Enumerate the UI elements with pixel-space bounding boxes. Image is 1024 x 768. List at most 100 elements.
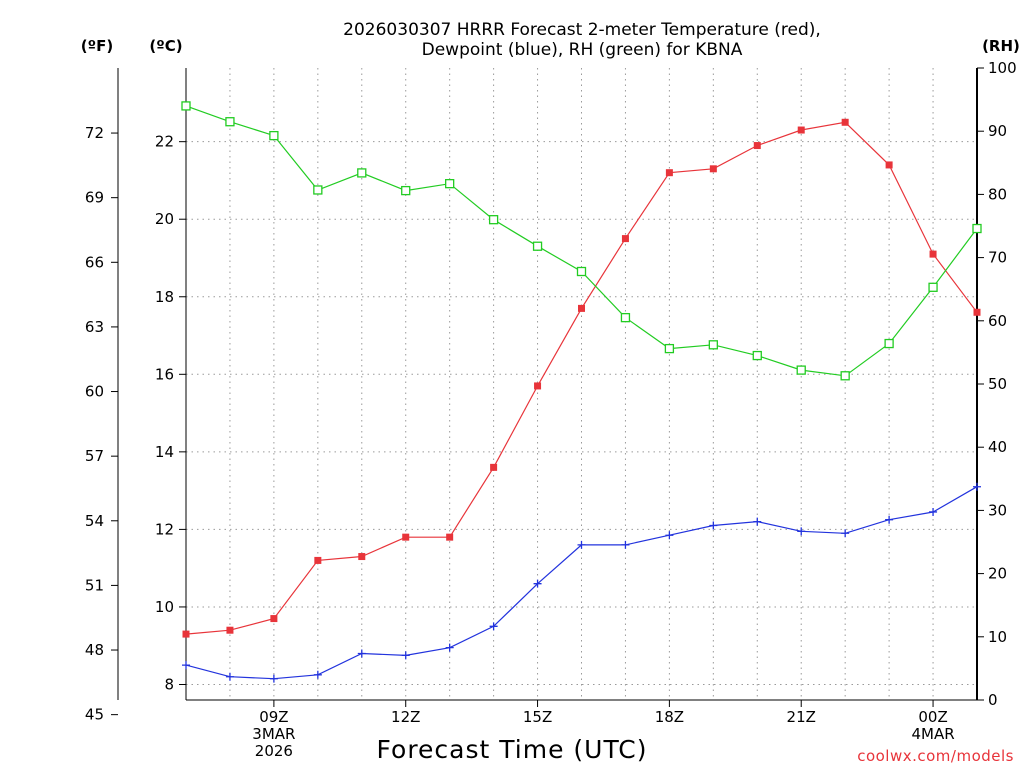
rh-point [576, 266, 587, 277]
celsius-tick-label: 16 [155, 365, 174, 383]
fahrenheit-tick-label: 60 [85, 383, 104, 401]
celsius-tick-label: 22 [155, 133, 174, 151]
x-tick-label: 2026 [255, 742, 293, 760]
rh-point [708, 340, 718, 350]
2-meter-temperature-point [490, 463, 498, 471]
fahrenheit-tick-label: 45 [85, 706, 104, 724]
dewpoint-point [797, 527, 806, 536]
dewpoint-point [182, 661, 190, 670]
rh-tick-label: 30 [988, 501, 1007, 519]
rh-point [972, 223, 982, 234]
2-meter-temperature-point [973, 308, 981, 316]
2-meter-temperature-point [402, 533, 410, 541]
2-meter-temperature-point [446, 533, 454, 541]
dewpoint-point [885, 515, 894, 524]
fahrenheit-tick-label: 72 [85, 124, 104, 142]
2-meter-temperature-point [270, 615, 278, 623]
fahrenheit-axis-label: (ºF) [81, 37, 113, 55]
rh-tick-label: 90 [988, 122, 1007, 140]
dewpoint-point [489, 622, 498, 631]
rh-point [620, 312, 631, 323]
dewpoint-line [185, 486, 978, 680]
2-meter-temperature-point [929, 250, 937, 258]
axes: 45 48 51 54 57 60 63 66 69 72 8 10 12 14 16 18 20 22 0 10 20… [85, 59, 1017, 760]
rh-point [752, 350, 762, 361]
dewpoint-point [709, 521, 718, 530]
rh-point [488, 215, 499, 225]
2-meter-temperature-point [314, 556, 322, 564]
dewpoint-point [621, 540, 630, 549]
x-tick-label: 21Z [787, 708, 816, 726]
credit-text: coolwx.com/models [857, 747, 1014, 765]
dewpoint-point [225, 672, 234, 681]
rh-tick-label: 40 [988, 438, 1007, 456]
x-tick-label: 12Z [391, 708, 420, 726]
chart-title: 2026030307 HRRR Forecast 2-meter Tempera… [343, 20, 821, 60]
dewpoint-point [841, 529, 850, 538]
x-axis-title: Forecast Time (UTC) [377, 735, 648, 764]
x-tick-label: 00Z [918, 708, 947, 726]
rh-point [664, 343, 675, 354]
fahrenheit-tick-label: 69 [85, 189, 104, 207]
rh-point [313, 185, 323, 195]
fahrenheit-tick-label: 51 [85, 576, 104, 594]
x-tick-label: 4MAR [911, 725, 954, 743]
celsius-tick-label: 18 [155, 288, 174, 306]
rh-tick-label: 70 [988, 249, 1007, 267]
rh-point [445, 179, 455, 189]
dewpoint-point [401, 651, 410, 660]
dewpoint-point [973, 482, 981, 491]
celsius-tick-label: 8 [164, 675, 174, 693]
2-meter-temperature-point [885, 161, 893, 169]
2-meter-temperature-line [185, 121, 978, 635]
dewpoint-point [445, 643, 454, 652]
x-tick-label: 09Z [259, 708, 288, 726]
rh-point [884, 338, 894, 349]
x-tick-label: 18Z [655, 708, 684, 726]
x-tick-label: 3MAR [252, 725, 295, 743]
rh-point [796, 365, 806, 375]
chart-title-line-2: Dewpoint (blue), RH (green) for KBNA [422, 40, 743, 60]
2-meter-temperature-point [182, 630, 190, 638]
rh-point [269, 130, 279, 141]
dewpoint-point [269, 674, 278, 683]
celsius-tick-label: 10 [155, 598, 174, 616]
rh-tick-label: 100 [988, 59, 1017, 77]
rh-tick-label: 60 [988, 312, 1007, 330]
rh-point [532, 241, 543, 251]
fahrenheit-tick-label: 48 [85, 641, 104, 659]
2-meter-temperature-point [797, 126, 805, 134]
rh-point [401, 185, 411, 196]
rh-point [357, 168, 367, 178]
fahrenheit-tick-label: 66 [85, 253, 104, 271]
2-meter-temperature-point [665, 169, 673, 177]
rh-point [181, 101, 191, 111]
2-meter-temperature-point [358, 553, 366, 561]
dewpoint-point [313, 670, 322, 679]
fahrenheit-tick-label: 63 [85, 318, 104, 336]
celsius-tick-label: 20 [155, 210, 174, 228]
2-meter-temperature-point [578, 304, 585, 312]
data-series [181, 101, 982, 683]
rh-tick-label: 20 [988, 565, 1007, 583]
rh-axis-label: (RH) [982, 37, 1020, 55]
2-meter-temperature-point [709, 165, 717, 173]
2-meter-temperature-point [841, 118, 849, 126]
dewpoint-point [577, 540, 586, 549]
dewpoint-point [357, 649, 366, 658]
x-tick-label: 15Z [523, 708, 552, 726]
fahrenheit-tick-label: 54 [85, 512, 104, 530]
fahrenheit-tick-label: 57 [85, 447, 104, 465]
2-meter-temperature-point [753, 142, 761, 150]
dewpoint-point [533, 579, 542, 588]
gridlines [186, 68, 977, 700]
celsius-tick-label: 14 [155, 443, 174, 461]
celsius-tick-label: 12 [155, 520, 174, 538]
rh-tick-label: 50 [988, 375, 1007, 393]
chart-title-line-1: 2026030307 HRRR Forecast 2-meter Tempera… [343, 20, 821, 40]
rh-point [840, 371, 850, 381]
celsius-axis-label: (ºC) [149, 37, 182, 55]
2-meter-temperature-point [226, 626, 234, 634]
2-meter-temperature-point [621, 235, 629, 243]
